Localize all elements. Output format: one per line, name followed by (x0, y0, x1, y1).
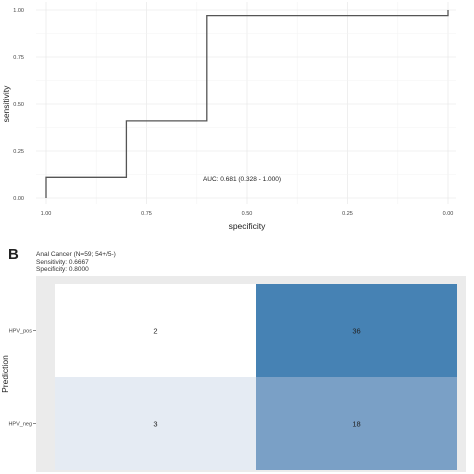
roc-chart: sensitivity specificity 1.00 0.75 0.50 0.25… (1, 2, 456, 231)
roc-x-tick-label: 0.75 (141, 211, 152, 217)
cm-cell (256, 284, 457, 377)
roc-y-tick-label: 1.00 (13, 8, 24, 14)
roc-y-tick-label: 0.00 (13, 196, 24, 202)
roc-ylabel: sensitivity (1, 85, 11, 123)
cm-cell-value: 3 (153, 420, 157, 429)
roc-auc-annotation: AUC: 0.681 (0.328 - 1.000) (203, 176, 281, 183)
roc-y-tick-label: 0.75 (13, 55, 24, 61)
cm-cell-value: 2 (153, 327, 157, 336)
cm-cell-value: 36 (352, 327, 360, 336)
roc-x-tick-label: 0.00 (443, 211, 454, 217)
roc-x-tick-label: 1.00 (41, 211, 52, 217)
confusion-matrix-chart: Prediction HPV_pos 2 36 HPV_neg 3 18 (0, 276, 466, 472)
subtitle-line-specificity: Specificity: 0.8000 (36, 266, 89, 273)
cm-cell (55, 284, 256, 377)
roc-grid (36, 2, 456, 204)
subtitle-line-sensitivity: Sensitivity: 0.6667 (36, 258, 89, 266)
subtitle-line-dataset: Anal Cancer (N=59; 54+/5-) (36, 251, 116, 258)
cm-row-label: HPV_neg (8, 422, 32, 428)
roc-y-tick-label: 0.25 (13, 149, 24, 155)
cm-cell-value: 18 (352, 420, 360, 429)
roc-x-tick-label: 0.50 (242, 211, 253, 217)
cm-ylabel: Prediction (0, 355, 10, 393)
panel-b-label: B (8, 246, 19, 263)
roc-y-tick-label: 0.50 (13, 102, 24, 108)
confusion-matrix-subtitle: Anal Cancer (N=59; 54+/5-) Sensitivity: … (36, 251, 116, 274)
roc-x-tick-label: 0.25 (342, 211, 353, 217)
cm-cell (256, 377, 457, 470)
roc-xlabel: specificity (229, 221, 267, 231)
cm-cell (55, 377, 256, 470)
cm-row-label: HPV_pos (9, 329, 32, 335)
roc-curve (45, 10, 449, 198)
